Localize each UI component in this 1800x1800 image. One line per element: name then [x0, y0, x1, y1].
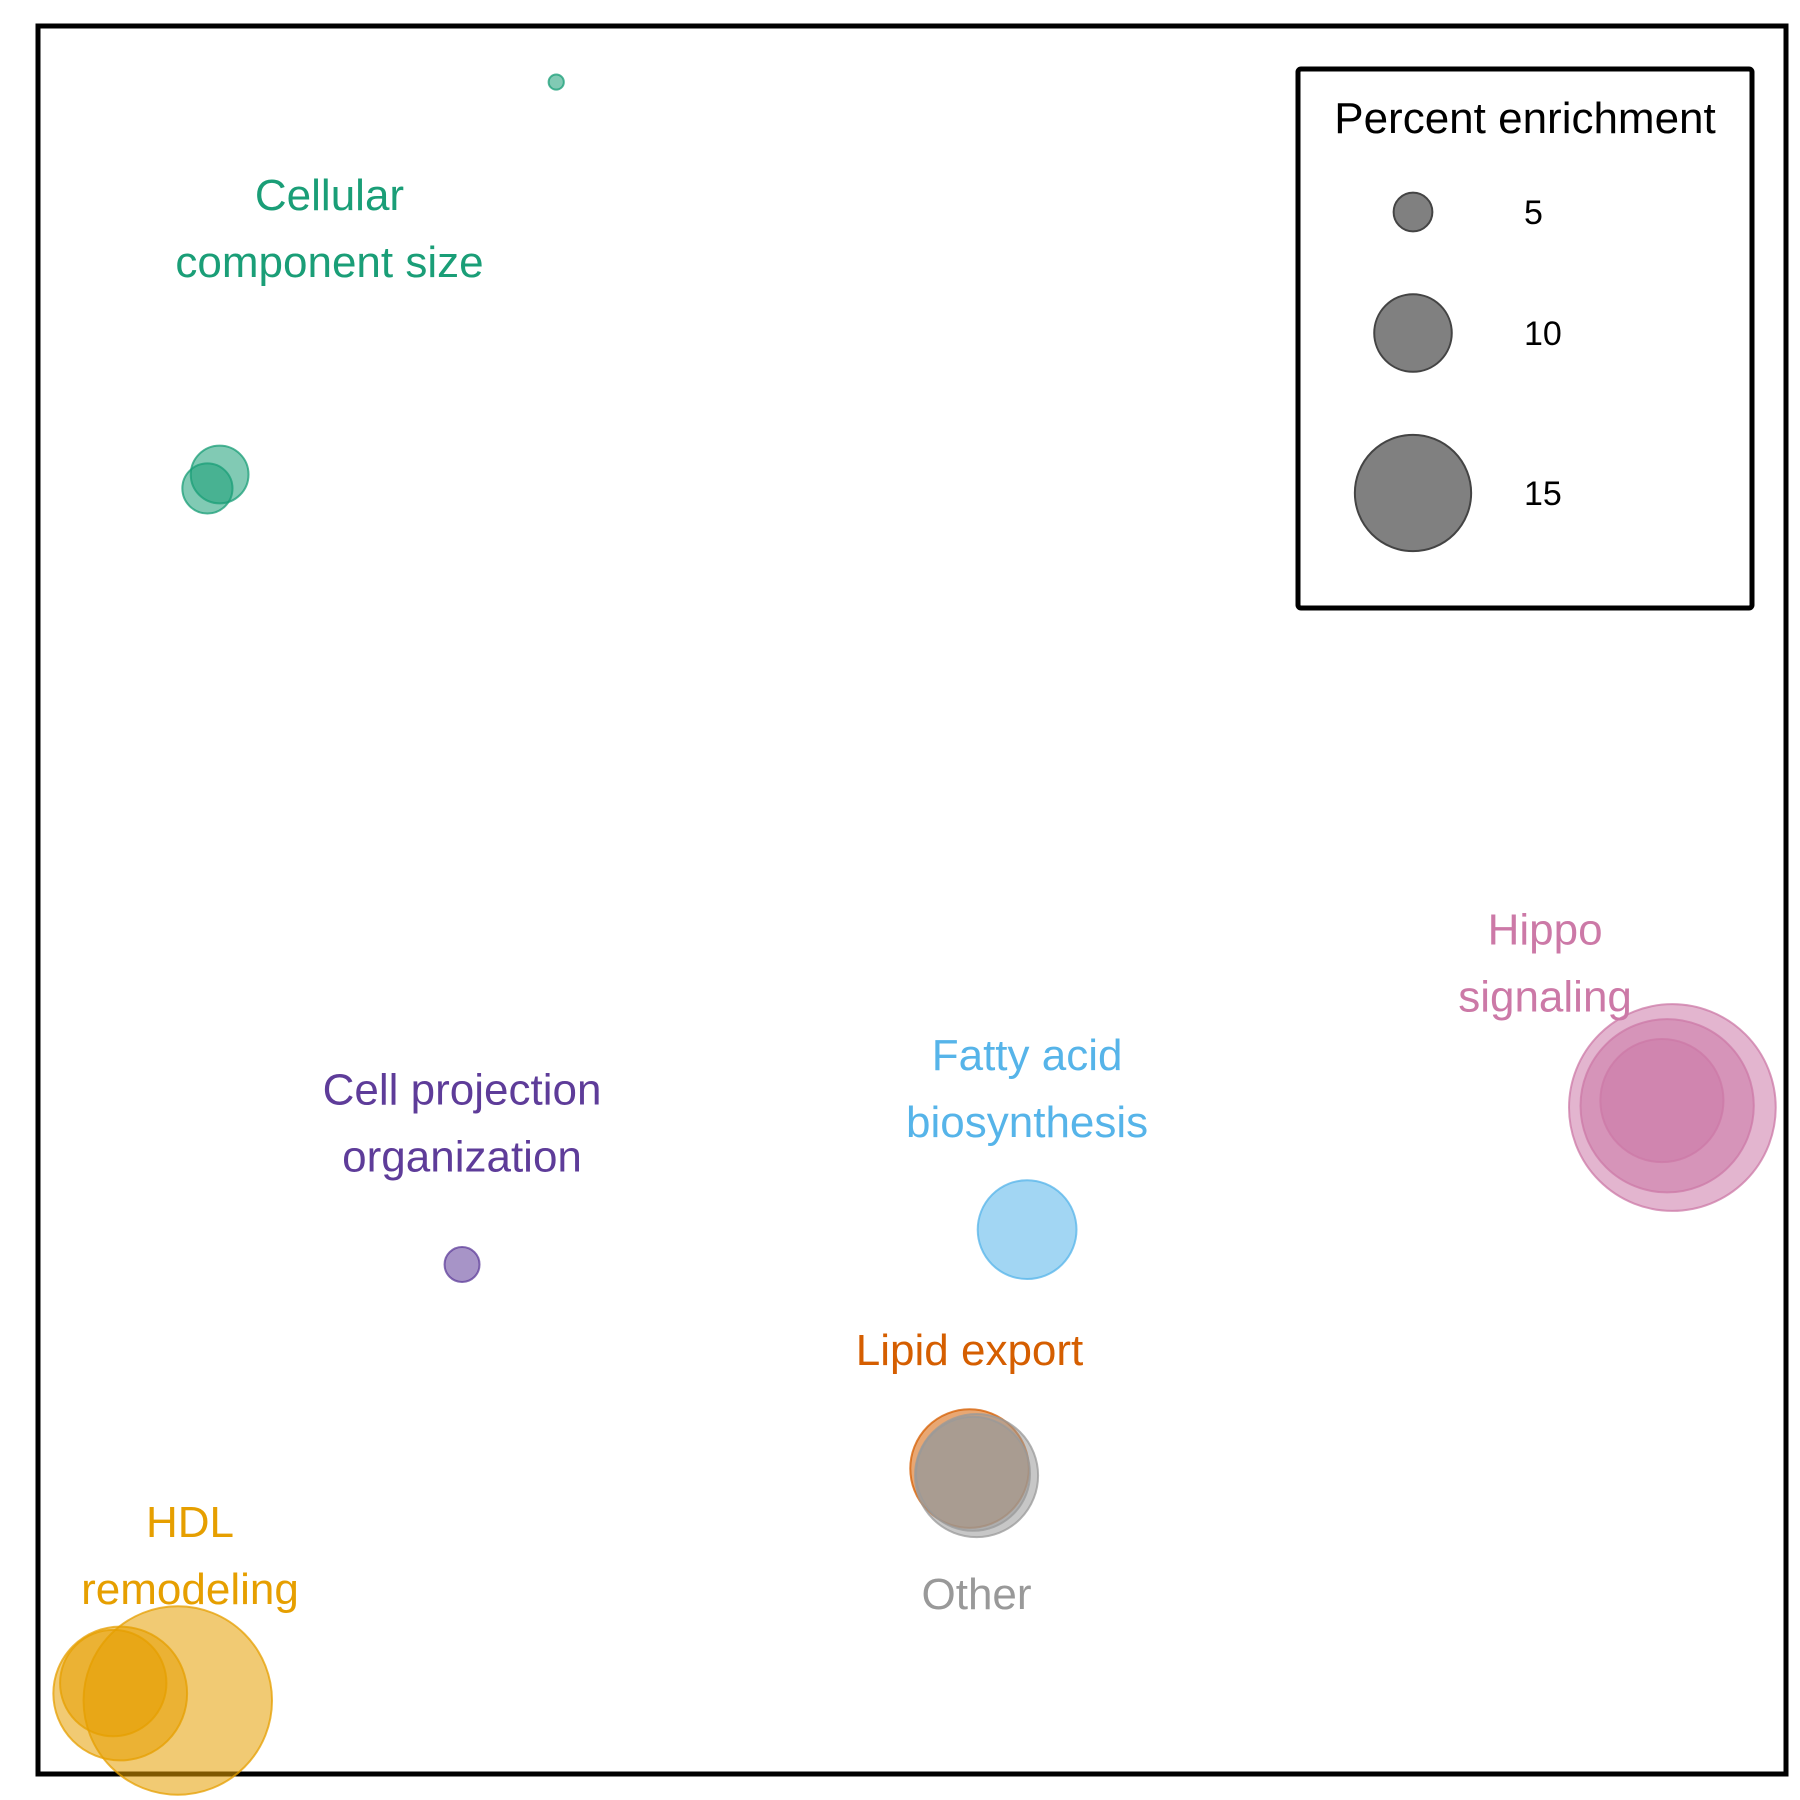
cluster-label-line: Fatty acid: [932, 1031, 1123, 1080]
cluster-label: Cell projection organization: [323, 1066, 602, 1182]
cluster-label: Fatty acid biosynthesis: [906, 1031, 1148, 1147]
cluster-labels-layer: Cellular component size Cell projection org…: [81, 171, 1632, 1619]
legend-label: 15: [1524, 475, 1562, 513]
data-point: [443, 1246, 481, 1283]
legend-circle: [1392, 191, 1434, 233]
legend-title: Percent enrichment: [1334, 94, 1716, 143]
cluster-label-line: Cellular: [255, 171, 404, 220]
points-layer: [52, 73, 1777, 1796]
cluster-label-line: organization: [342, 1133, 582, 1182]
data-point: [915, 1415, 1032, 1532]
cluster-label-line: biosynthesis: [906, 1098, 1148, 1147]
cluster-label-line: Cell projection: [323, 1066, 602, 1115]
cluster-label: Lipid export: [856, 1326, 1083, 1375]
data-point: [547, 73, 565, 91]
cluster-label: HDL remodeling: [81, 1498, 299, 1614]
legend-label: 5: [1524, 194, 1543, 232]
cluster-label-line: Lipid export: [856, 1326, 1083, 1375]
cluster-label: Hippo signaling: [1458, 905, 1632, 1021]
cluster-label-line: component size: [175, 238, 483, 287]
data-point: [976, 1179, 1078, 1281]
plot-panel-border: [35, 23, 1789, 1777]
data-point: [59, 1628, 168, 1738]
cluster-label: Cellular component size: [175, 171, 483, 287]
size-legend: Percent enrichment 5 10 15: [1295, 66, 1755, 611]
legend-circle: [1373, 293, 1453, 373]
cluster-label-line: Hippo: [1488, 905, 1603, 954]
cluster-label: Other: [922, 1570, 1032, 1619]
cluster-label-line: signaling: [1458, 972, 1632, 1021]
cluster-label-line: Other: [922, 1570, 1032, 1619]
cluster-label-line: remodeling: [81, 1565, 299, 1614]
data-point: [1599, 1038, 1725, 1164]
legend-circle: [1353, 433, 1473, 553]
legend-label: 10: [1524, 315, 1562, 353]
data-point: [181, 462, 234, 515]
cluster-label-line: HDL: [146, 1498, 234, 1547]
legend-entries: 5 10 15: [1353, 191, 1562, 553]
